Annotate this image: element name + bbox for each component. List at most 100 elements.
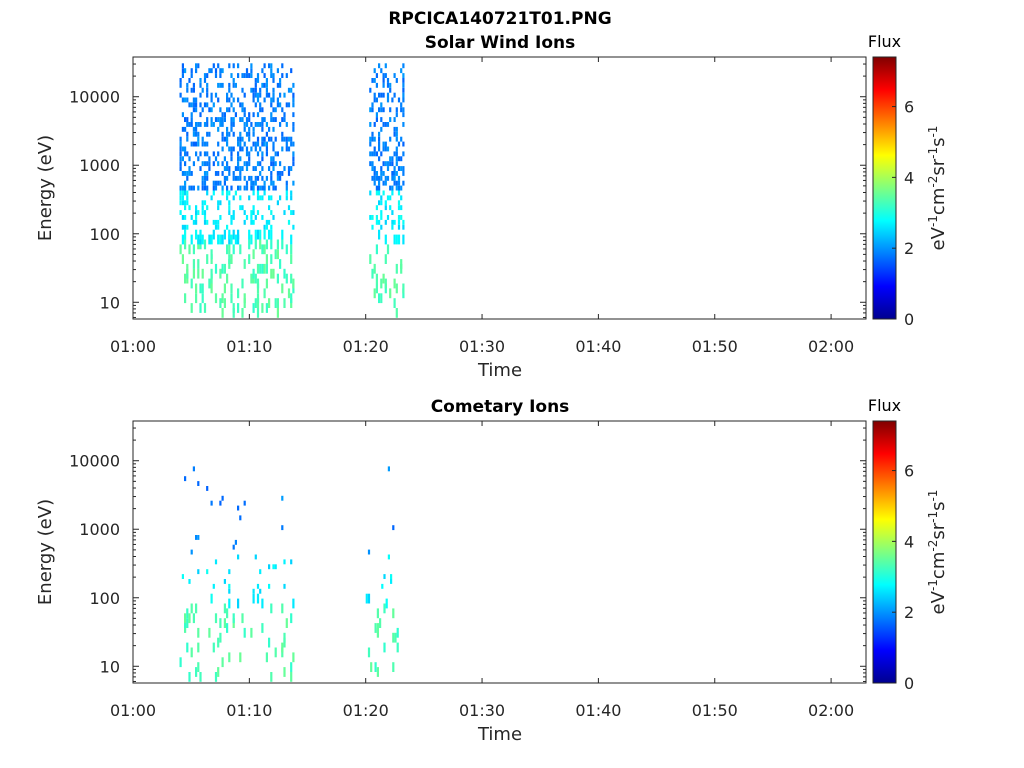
flux-cell (192, 466, 195, 472)
flux-cell (234, 190, 237, 196)
flux-cell (223, 180, 226, 186)
flux-cell (268, 136, 271, 142)
flux-cell (186, 190, 189, 196)
flux-cell (221, 190, 224, 196)
flux-cell (259, 107, 262, 113)
flux-cell (292, 156, 295, 162)
flux-cell (226, 136, 229, 142)
flux-cell (197, 234, 200, 245)
flux-cell (386, 175, 390, 181)
flux-cell (397, 219, 401, 225)
flux-cell (290, 87, 293, 93)
flux-cell (383, 603, 386, 614)
y-tick-label: 100 (89, 589, 120, 608)
flux-cell (197, 642, 200, 653)
flux-cell (232, 107, 235, 113)
flux-cell (283, 210, 286, 215)
flux-cell (226, 224, 229, 230)
flux-cell (228, 229, 231, 240)
flux-cell (279, 92, 282, 98)
flux-cell (239, 156, 242, 162)
flux-cell (219, 180, 222, 186)
flux-cell (393, 234, 396, 245)
flux-cell (259, 92, 262, 98)
flux-cell (287, 102, 291, 108)
x-tick-label: 01:40 (575, 337, 621, 356)
flux-cell (188, 156, 191, 162)
flux-cell (265, 146, 268, 152)
y-tick-label: 10000 (69, 452, 120, 471)
flux-cell (210, 117, 213, 122)
flux-cell (206, 190, 209, 196)
flux-cell (375, 273, 378, 284)
flux-cell (371, 215, 374, 220)
flux-cell (206, 219, 209, 225)
flux-cell (195, 215, 198, 220)
flux-cell (239, 205, 242, 211)
flux-cell (290, 613, 293, 624)
flux-cell (391, 219, 394, 225)
flux-cell (369, 87, 372, 93)
flux-cell (206, 185, 209, 191)
flux-cell (375, 82, 378, 88)
flux-cell (285, 273, 288, 284)
flux-cell (389, 161, 392, 167)
flux-cell (380, 151, 383, 157)
flux-cell (270, 672, 273, 682)
flux-cell (250, 185, 253, 191)
flux-cell (250, 627, 253, 638)
flux-cell (195, 603, 198, 614)
flux-cell (285, 244, 288, 255)
colorbar-tick-label: 2 (904, 239, 914, 258)
flux-cell (243, 627, 246, 638)
flux-cell (402, 97, 405, 103)
flux-cell (402, 87, 405, 93)
flux-cell (245, 68, 249, 74)
flux-cell (254, 146, 257, 152)
flux-cell (206, 486, 209, 491)
flux-cell (270, 68, 273, 74)
flux-cell (274, 647, 277, 658)
flux-cell (250, 146, 253, 152)
flux-cell (375, 215, 378, 220)
flux-cell (190, 87, 193, 93)
flux-cell (402, 82, 405, 88)
flux-cell (393, 180, 396, 186)
flux-cell (221, 263, 224, 274)
flux-cell (279, 195, 282, 201)
flux-cell (391, 210, 394, 215)
flux-cell (239, 136, 242, 142)
panel-cometary-ions: Cometary Ions 01:00 01:10 01:20 01:30 01:40 0… (35, 396, 949, 745)
flux-cell (254, 215, 257, 220)
flux-cell (270, 239, 273, 250)
flux-cell (386, 97, 390, 103)
flux-cell (226, 244, 229, 255)
colorbar-cometary: 0 2 4 6 Flux eV-1cm-2sr-1s-1 (868, 396, 949, 693)
flux-cell (287, 288, 291, 299)
flux-cell (402, 107, 405, 113)
flux-cell (192, 87, 195, 93)
flux-cell (268, 195, 271, 201)
flux-cell (217, 161, 220, 167)
flux-cell (248, 136, 251, 142)
flux-cell (285, 136, 288, 142)
flux-cell (221, 185, 224, 191)
flux-cell (234, 539, 237, 545)
flux-cell (221, 117, 224, 122)
flux-cell (369, 151, 372, 157)
flux-cell (261, 122, 264, 127)
flux-cell (290, 141, 293, 147)
flux-cell (272, 180, 275, 186)
flux-cell (195, 68, 198, 74)
x-tick-label: 01:30 (459, 701, 505, 720)
flux-cell (190, 141, 193, 147)
flux-cell (234, 166, 237, 171)
flux-cell (179, 210, 182, 215)
flux-cell (250, 215, 253, 220)
flux-cell (386, 82, 390, 88)
flux-cell (272, 268, 275, 279)
flux-cell (199, 102, 202, 108)
flux-cell (252, 92, 255, 98)
flux-cell (228, 166, 231, 171)
flux-cell (261, 151, 264, 157)
